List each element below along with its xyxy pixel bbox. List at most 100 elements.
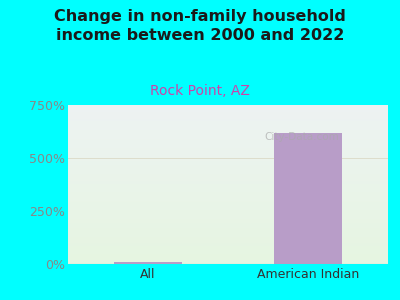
Bar	[68, 117, 388, 118]
Bar	[68, 132, 388, 133]
Bar	[68, 204, 388, 205]
Bar	[68, 222, 388, 223]
Bar	[68, 119, 388, 120]
Bar	[68, 146, 388, 147]
Bar	[68, 223, 388, 224]
Bar	[68, 163, 388, 164]
Bar	[68, 186, 388, 187]
Bar	[68, 138, 388, 139]
Bar	[68, 118, 388, 119]
Bar	[68, 114, 388, 115]
Bar	[68, 215, 388, 216]
Bar	[68, 156, 388, 157]
Bar	[68, 217, 388, 218]
Bar	[68, 109, 388, 110]
Bar	[68, 262, 388, 263]
Bar	[68, 202, 388, 203]
Bar	[68, 162, 388, 163]
Bar	[68, 191, 388, 192]
Bar	[68, 210, 388, 211]
Bar	[68, 147, 388, 148]
Bar	[68, 253, 388, 254]
Bar	[68, 243, 388, 244]
Bar	[68, 261, 388, 262]
Bar	[68, 246, 388, 247]
Bar	[68, 255, 388, 256]
Bar	[68, 252, 388, 253]
Bar	[68, 133, 388, 134]
Bar	[68, 187, 388, 188]
Bar	[68, 159, 388, 160]
Bar	[68, 233, 388, 234]
Bar	[68, 107, 388, 108]
Bar	[68, 226, 388, 227]
Bar	[68, 188, 388, 189]
Text: City-Data.com: City-Data.com	[264, 132, 339, 142]
Bar	[68, 190, 388, 191]
Bar	[68, 151, 388, 152]
Bar	[68, 118, 388, 119]
Bar	[68, 236, 388, 237]
Bar	[68, 166, 388, 167]
Bar	[68, 198, 388, 199]
Bar	[68, 158, 388, 159]
Bar	[68, 193, 388, 194]
Bar	[68, 170, 388, 171]
Bar	[68, 221, 388, 222]
Bar	[68, 201, 388, 202]
Bar	[68, 189, 388, 190]
Bar	[68, 177, 388, 178]
Bar	[68, 153, 388, 154]
Bar	[68, 111, 388, 112]
Bar	[68, 105, 388, 106]
Bar	[68, 192, 388, 193]
Bar	[68, 219, 388, 220]
Bar	[68, 248, 388, 249]
Bar	[68, 106, 388, 107]
Bar	[68, 128, 388, 129]
Bar	[68, 155, 388, 156]
Bar	[68, 152, 388, 153]
Bar	[68, 213, 388, 214]
Bar	[68, 220, 388, 221]
Bar	[68, 250, 388, 251]
Bar	[68, 230, 388, 231]
Bar	[68, 211, 388, 212]
Bar	[68, 157, 388, 158]
Bar	[68, 194, 388, 195]
Bar	[68, 196, 388, 197]
Bar	[68, 203, 388, 204]
Bar	[68, 173, 388, 174]
Bar	[68, 167, 388, 168]
Bar	[68, 257, 388, 258]
Bar	[68, 174, 388, 175]
Bar	[68, 136, 388, 137]
Bar	[68, 123, 388, 124]
Bar	[68, 165, 388, 166]
Bar	[68, 134, 388, 135]
Bar	[68, 126, 388, 127]
Text: Rock Point, AZ: Rock Point, AZ	[150, 84, 250, 98]
Bar	[68, 205, 388, 206]
Bar	[68, 227, 388, 228]
Bar	[68, 259, 388, 260]
Bar	[68, 231, 388, 232]
Bar	[68, 229, 388, 230]
Bar	[68, 178, 388, 179]
Bar	[114, 262, 182, 264]
Bar	[68, 234, 388, 235]
Bar	[68, 121, 388, 122]
Bar	[68, 209, 388, 210]
Bar	[68, 218, 388, 219]
Bar	[68, 184, 388, 185]
Bar	[274, 133, 342, 264]
Bar	[68, 235, 388, 236]
Bar	[68, 199, 388, 200]
Bar	[68, 139, 388, 140]
Bar	[68, 254, 388, 255]
Bar	[68, 237, 388, 238]
Bar	[68, 125, 388, 126]
Bar	[68, 154, 388, 155]
Bar	[68, 171, 388, 172]
Bar	[68, 142, 388, 143]
